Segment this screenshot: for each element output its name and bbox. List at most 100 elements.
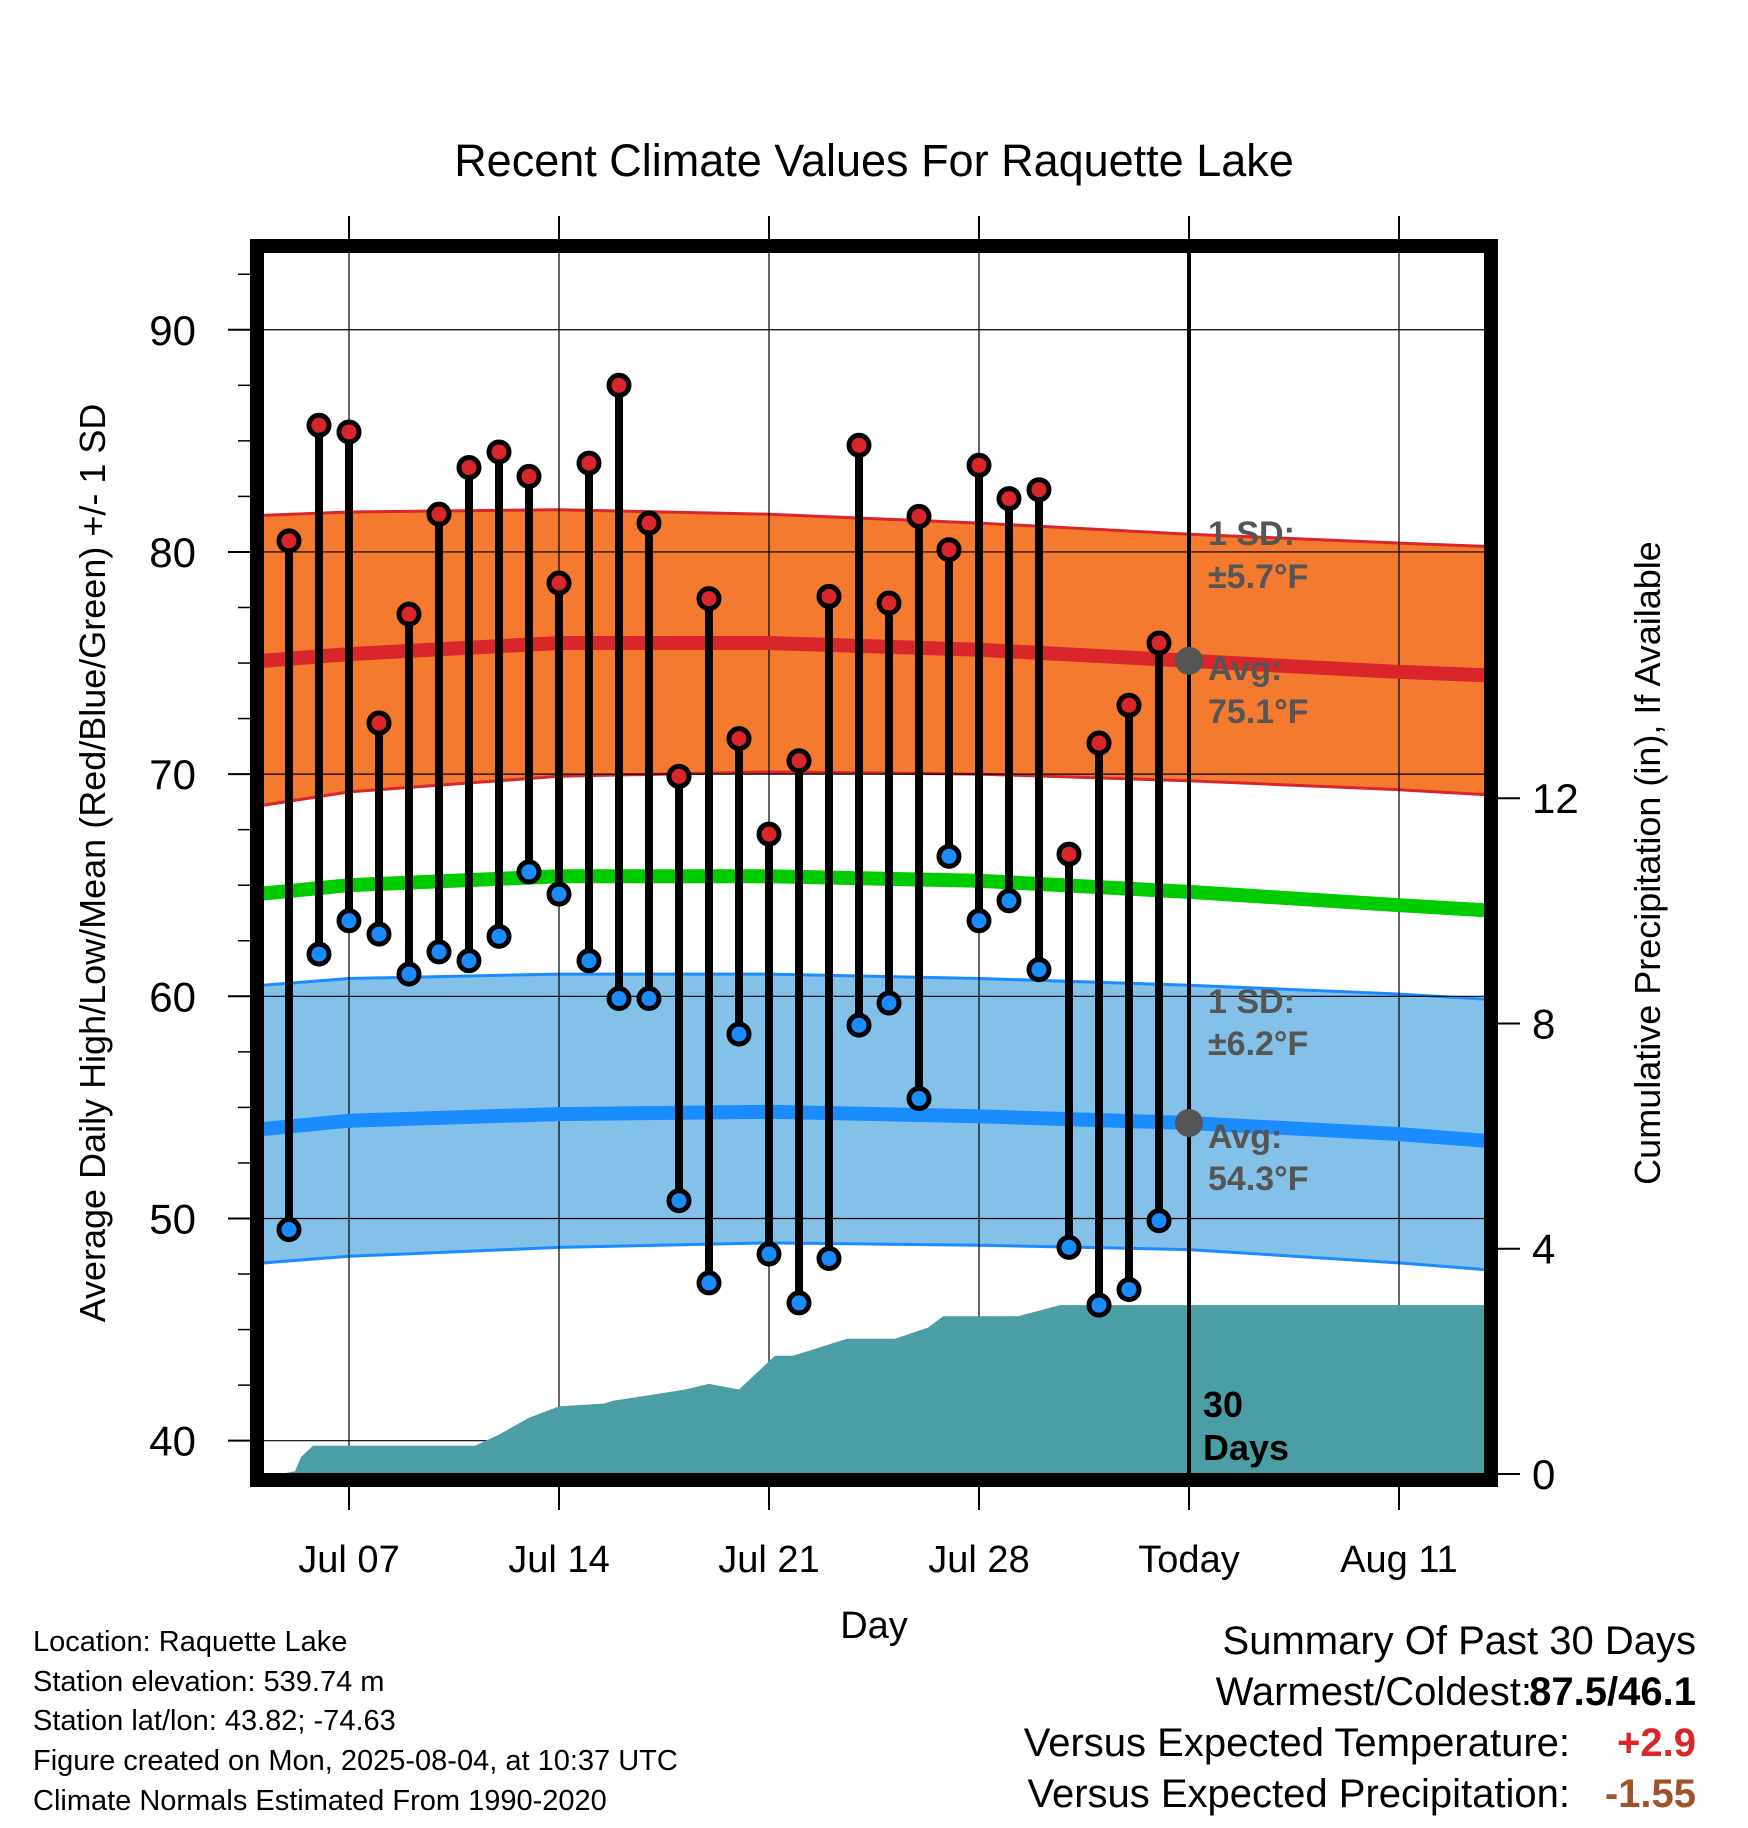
precip-cumulative-area — [263, 1305, 1485, 1474]
annotations: 1 SD: ±5.7°F Avg: 75.1°F 1 SD: ±6.2°F Avg: 54.3… — [1175, 515, 1309, 1468]
info-location: Location: Raquette Lake — [33, 1626, 348, 1658]
high-marker — [756, 821, 782, 847]
y2-tick-label: 4 — [1532, 1226, 1555, 1273]
low-marker — [846, 1012, 872, 1038]
low-marker — [396, 961, 422, 987]
summary-temp-label: Versus Expected Temperature: — [1023, 1721, 1570, 1765]
info-created: Figure created on Mon, 2025-08-04, at 10… — [33, 1745, 678, 1777]
high-marker — [996, 486, 1022, 512]
daily-markers — [276, 372, 1172, 1318]
high-marker — [486, 439, 512, 465]
low-marker — [936, 843, 962, 869]
low-marker — [816, 1245, 842, 1271]
low-marker — [576, 948, 602, 974]
y2-axis-label: Cumulative Precipitation (in), If Availa… — [1627, 541, 1668, 1185]
high-marker — [846, 432, 872, 458]
high-marker — [516, 463, 542, 489]
high-marker — [936, 537, 962, 563]
high-avg-annotation: Avg: — [1208, 650, 1282, 688]
precip-area — [263, 1305, 1485, 1474]
x-tick-label: Jul 14 — [508, 1539, 609, 1581]
info-latlon: Station lat/lon: 43.82; -74.63 — [33, 1705, 396, 1737]
low-marker — [1146, 1208, 1172, 1234]
low-marker — [1026, 957, 1052, 983]
y2-tick-label: 8 — [1532, 1000, 1555, 1047]
low-marker — [1116, 1277, 1142, 1303]
low-sd-lower-edge — [263, 1241, 1485, 1272]
low-sd-annotation: 1 SD: — [1208, 983, 1295, 1021]
high-marker — [606, 372, 632, 398]
low-marker — [426, 939, 452, 965]
high-sd-annotation: 1 SD: — [1208, 515, 1295, 553]
high-marker — [1086, 730, 1112, 756]
today-high-avg-dot — [1175, 646, 1203, 675]
high-marker — [366, 710, 392, 736]
low-marker — [546, 881, 572, 907]
low-marker — [336, 908, 362, 934]
precip-label-line1: 30 — [1203, 1384, 1243, 1425]
summary-precip-label: Versus Expected Precipitation: — [1027, 1772, 1570, 1816]
y2-tick-label: 12 — [1532, 775, 1579, 822]
y-tick-label: 40 — [149, 1418, 196, 1465]
grid-lines — [263, 252, 1485, 1474]
high-avg-line — [263, 636, 1485, 683]
low-marker — [636, 986, 662, 1012]
high-sd-lower-edge — [263, 770, 1485, 807]
daily-stems — [285, 385, 1163, 1306]
plot-frame — [250, 239, 1498, 1487]
x-tick-label: Today — [1138, 1539, 1239, 1581]
y-tick-label: 60 — [149, 973, 196, 1020]
low-avg-annotation: Avg: — [1208, 1118, 1282, 1156]
high-marker — [276, 528, 302, 554]
summary-heading: Summary Of Past 30 Days — [1222, 1619, 1696, 1663]
high-marker — [696, 586, 722, 612]
y2-tick-label: 0 — [1532, 1451, 1555, 1498]
x-tick-label: Jul 28 — [928, 1539, 1029, 1581]
high-marker — [966, 452, 992, 478]
y-tick-label: 90 — [149, 307, 196, 354]
high-marker — [636, 510, 662, 536]
high-sd-upper-edge — [263, 508, 1485, 548]
low-sd-value-annotation: ±6.2°F — [1208, 1025, 1308, 1063]
high-marker — [396, 601, 422, 627]
y-tick-label: 50 — [149, 1195, 196, 1242]
low-marker — [516, 859, 542, 885]
mean-avg-line — [263, 869, 1485, 918]
low-marker — [306, 941, 332, 967]
high-marker — [786, 748, 812, 774]
chart-title: Recent Climate Values For Raquette Lake — [454, 135, 1294, 186]
low-avg-value-annotation: 54.3°F — [1208, 1160, 1309, 1198]
low-marker — [366, 921, 392, 947]
high-marker — [1026, 477, 1052, 503]
high-marker — [546, 570, 572, 596]
x-tick-label: Aug 11 — [1340, 1539, 1458, 1581]
info-elevation: Station elevation: 539.74 m — [33, 1666, 385, 1698]
x-tick-label: Jul 07 — [298, 1539, 399, 1581]
low-marker — [1056, 1234, 1082, 1260]
y-axis-label: Average Daily High/Low/Mean (Red/Blue/Gr… — [72, 404, 113, 1323]
high-marker — [816, 583, 842, 609]
high-sd-value-annotation: ±5.7°F — [1208, 558, 1308, 596]
high-avg-value-annotation: 75.1°F — [1208, 693, 1309, 731]
low-marker — [276, 1217, 302, 1243]
y-tick-label: 70 — [149, 751, 196, 798]
low-marker — [666, 1188, 692, 1214]
normal-lines — [263, 636, 1485, 1148]
low-avg-line — [263, 1104, 1485, 1148]
low-marker — [726, 1021, 752, 1047]
high-marker — [666, 763, 692, 789]
high-marker — [876, 590, 902, 616]
high-sd-band — [263, 509, 1485, 806]
low-marker — [906, 1086, 932, 1112]
y-tick-label: 80 — [149, 529, 196, 576]
low-marker — [1086, 1292, 1112, 1318]
low-marker — [696, 1270, 722, 1296]
normal-bands — [263, 508, 1485, 1272]
high-marker — [426, 501, 452, 527]
summary-warm-cold-label: Warmest/Coldest: — [1215, 1670, 1532, 1714]
high-marker — [1116, 692, 1142, 718]
high-marker — [1146, 630, 1172, 656]
high-marker — [906, 503, 932, 529]
high-marker — [576, 450, 602, 476]
